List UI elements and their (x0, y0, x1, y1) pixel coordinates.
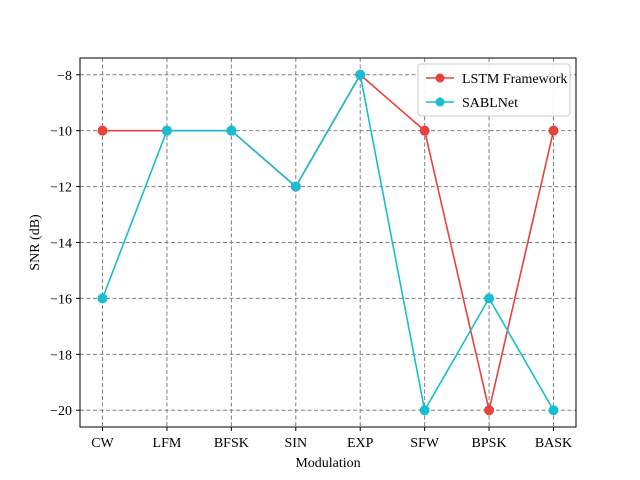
data-point (484, 405, 495, 416)
data-point (419, 125, 430, 136)
x-tick-label: BPSK (472, 436, 507, 451)
legend-label-0: LSTM Framework (462, 72, 567, 87)
x-tick-label: BASK (535, 436, 572, 451)
series-line-1 (101, 73, 555, 412)
legend-label-1: SABLNet (462, 96, 518, 111)
x-tick-label: SFW (410, 436, 440, 451)
y-axis-label: SNR (dB) (28, 214, 43, 271)
x-tick-label: EXP (347, 436, 374, 451)
data-point (355, 69, 366, 80)
x-tick-label: CW (91, 436, 114, 451)
legend-marker-1 (435, 97, 445, 107)
data-point (290, 181, 301, 192)
y-tick-label: −12 (50, 181, 72, 196)
series-layer (97, 69, 559, 416)
data-point (161, 125, 172, 136)
data-point (548, 125, 559, 136)
x-tick-label: BFSK (214, 436, 249, 451)
data-point (484, 293, 495, 304)
y-tick-label: −14 (50, 237, 72, 252)
y-tick-label: −16 (50, 292, 72, 307)
x-tick-label: SIN (285, 436, 308, 451)
data-point (226, 125, 237, 136)
x-tick-label: LFM (153, 436, 182, 451)
axes: CW LFM BFSK SIN EXP SFW BPSK BASK −20 −18 −16 −14 −1… (50, 69, 572, 451)
y-tick-label: −8 (57, 69, 72, 84)
data-point (97, 125, 108, 136)
legend: LSTM Framework SABLNet (417, 63, 571, 117)
data-point (97, 293, 108, 304)
legend-marker-0 (435, 73, 445, 83)
data-point (548, 405, 559, 416)
data-point (419, 405, 430, 416)
x-axis-label: Modulation (295, 456, 360, 471)
y-tick-label: −18 (50, 348, 72, 363)
legend-box (417, 63, 571, 117)
y-tick-label: −10 (50, 125, 72, 140)
y-tick-label: −20 (50, 404, 72, 419)
